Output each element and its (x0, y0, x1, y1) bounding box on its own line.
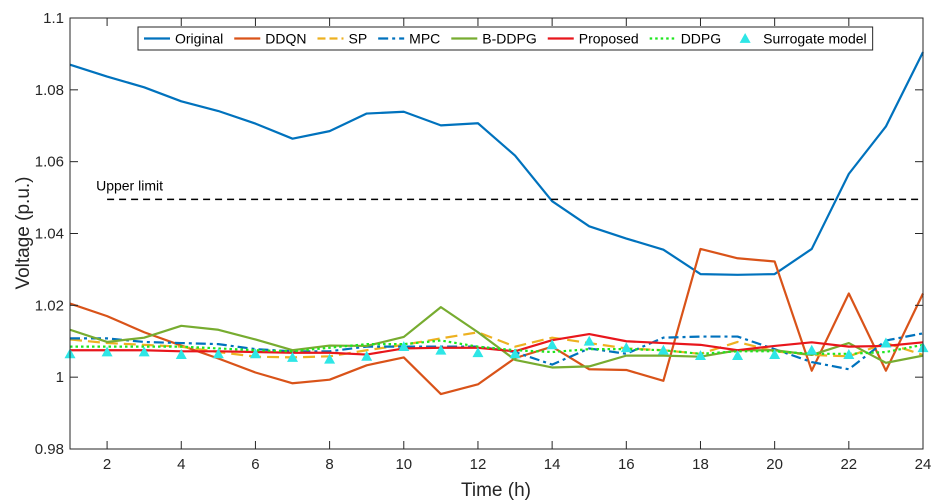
legend-item-b-ddpg: B-DDPG (451, 31, 537, 47)
surrogate-marker (583, 335, 595, 346)
plot-area (70, 18, 923, 449)
surrogate-marker (694, 350, 706, 361)
surrogate-marker (287, 351, 299, 362)
x-tick-label: 6 (251, 456, 259, 473)
series-line-original (69, 51, 924, 276)
series-surrogate-model (64, 335, 929, 364)
legend-item-surrogate-model: Surrogate model (739, 31, 867, 47)
legend-label: B-DDPG (482, 31, 536, 47)
x-tick-label: 16 (618, 456, 635, 473)
surrogate-marker (546, 339, 558, 350)
x-axis-title: Time (h) (461, 480, 531, 500)
legend-label: MPC (409, 31, 440, 47)
y-tick-label: 0.98 (35, 441, 64, 458)
surrogate-marker (806, 344, 818, 355)
surrogate-marker (657, 344, 669, 355)
legend-label: Surrogate model (763, 31, 867, 47)
surrogate-marker (249, 348, 261, 359)
surrogate-marker (212, 348, 224, 359)
legend-item-original: Original (144, 31, 223, 47)
x-tick-label: 14 (544, 456, 561, 473)
y-tick-label: 1.1 (43, 10, 64, 27)
legend-label: DDPG (681, 31, 721, 47)
series-b-ddpg (69, 306, 924, 369)
legend-label: DDQN (265, 31, 306, 47)
surrogate-marker (138, 346, 150, 357)
surrogate-marker (175, 349, 187, 359)
surrogate-marker (361, 350, 373, 361)
x-tick-label: 18 (692, 456, 709, 473)
surrogate-marker (472, 347, 484, 358)
x-tick-label: 2 (103, 456, 111, 473)
surrogate-marker (435, 344, 447, 355)
legend-label: SP (348, 31, 367, 47)
surrogate-marker (843, 349, 855, 359)
x-tick-label: 4 (177, 456, 185, 473)
legend-swatch (739, 33, 751, 43)
surrogate-marker (620, 342, 632, 353)
legend-label: Proposed (579, 31, 639, 47)
x-ticks: 2 4 6 8 10 12 14 16 18 20 22 24 (103, 18, 931, 473)
legend-box (137, 26, 874, 51)
plot-marks (64, 51, 929, 396)
legend-item-proposed: Proposed (547, 31, 639, 47)
series-ddqn (69, 247, 924, 396)
y-tick-label: 1.02 (35, 297, 64, 314)
surrogate-marker (769, 349, 781, 359)
series-original (69, 51, 924, 276)
surrogate-marker (880, 337, 892, 348)
x-tick-label: 24 (915, 456, 932, 473)
legend: Original DDQN SP MPC B-DDPG Proposed DDPG Surro… (137, 26, 874, 51)
y-tick-label: 1 (56, 369, 64, 386)
series-line-b-ddpg (69, 306, 924, 369)
y-tick-label: 1.08 (35, 82, 64, 99)
series-line-ddqn (69, 247, 924, 396)
x-tick-label: 20 (766, 456, 783, 473)
series-line-proposed (70, 332, 924, 356)
y-ticks: 0.98 1 1.02 1.04 1.06 1.08 1.1 (35, 10, 923, 458)
surrogate-marker (509, 348, 521, 359)
legend-item-ddqn: DDQN (234, 31, 306, 47)
x-tick-label: 10 (395, 456, 412, 473)
surrogate-marker (324, 353, 336, 364)
surrogate-marker (732, 350, 744, 361)
x-tick-label: 22 (840, 456, 857, 473)
series-proposed (70, 332, 924, 356)
legend-item-ddpg: DDPG (649, 31, 721, 47)
x-tick-label: 12 (470, 456, 487, 473)
reference-lines: Upper limit (96, 177, 923, 201)
legend-item-mpc: MPC (378, 31, 440, 47)
x-tick-label: 8 (325, 456, 333, 473)
upper-limit-label: Upper limit (96, 177, 163, 193)
y-tick-label: 1.06 (35, 154, 64, 171)
legend-item-sp: SP (317, 31, 367, 47)
surrogate-marker (101, 346, 113, 357)
y-tick-label: 1.04 (35, 226, 64, 243)
surrogate-marker (398, 341, 410, 352)
legend-label: Original (175, 31, 223, 47)
y-axis-title: Voltage (p.u.) (13, 176, 34, 289)
